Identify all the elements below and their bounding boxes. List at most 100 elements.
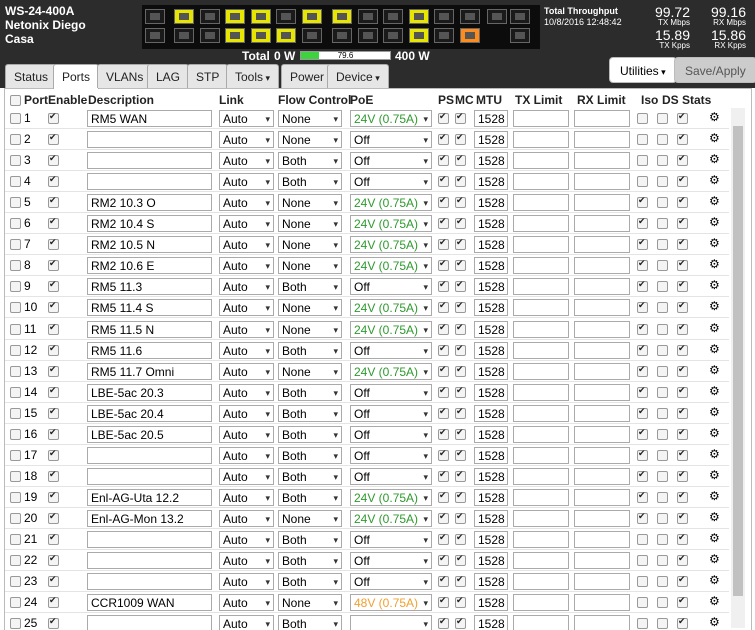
tx-limit-input[interactable] (513, 467, 569, 485)
ds-checkbox[interactable] (657, 555, 668, 567)
mc-checkbox[interactable] (455, 574, 466, 588)
description-input[interactable]: Enl-AG-Mon 13.2 (87, 509, 212, 527)
enable-checkbox[interactable] (48, 490, 59, 503)
ps-checkbox[interactable] (438, 237, 449, 251)
tab[interactable]: STP (187, 64, 229, 88)
stats-checkbox[interactable] (677, 132, 688, 146)
mc-checkbox[interactable] (455, 300, 466, 314)
flow-control-select[interactable]: Both (278, 278, 342, 296)
enable-checkbox[interactable] (48, 595, 59, 609)
tx-limit-input[interactable] (513, 615, 569, 630)
stats-checkbox[interactable] (677, 153, 688, 167)
description-input[interactable]: LBE-5ac 20.5 (87, 425, 212, 443)
iso-checkbox[interactable] (637, 576, 648, 588)
flow-control-select[interactable]: Both (278, 446, 342, 465)
enable-checkbox[interactable] (48, 343, 59, 356)
poe-select[interactable]: Off (350, 531, 432, 549)
ps-checkbox[interactable] (438, 469, 449, 482)
mtu-input[interactable]: 1528 (474, 467, 508, 485)
settings-gear[interactable] (709, 152, 720, 166)
flow-control-select[interactable]: None (278, 594, 342, 612)
mc-checkbox[interactable] (455, 427, 466, 440)
settings-gear[interactable] (709, 321, 720, 335)
stats-checkbox[interactable] (677, 406, 688, 419)
link-select[interactable]: Auto (219, 299, 274, 317)
flow-control-select[interactable]: Both (278, 552, 342, 570)
ds-checkbox[interactable] (657, 218, 668, 230)
iso-checkbox[interactable] (637, 195, 648, 209)
stats-checkbox[interactable] (677, 258, 688, 272)
rx-limit-input[interactable] (574, 404, 630, 422)
iso-checkbox[interactable] (637, 511, 648, 524)
ps-checkbox[interactable] (438, 279, 449, 293)
row-select-checkbox[interactable] (10, 470, 21, 482)
stats-checkbox[interactable] (677, 111, 688, 124)
row-select-checkbox[interactable] (10, 323, 21, 335)
save-apply-button[interactable]: Save/Apply (674, 57, 755, 83)
flow-control-select[interactable]: None (278, 110, 342, 128)
ds-checkbox[interactable] (657, 491, 668, 503)
link-select[interactable]: Auto (219, 110, 274, 128)
settings-gear[interactable] (709, 363, 720, 377)
ps-checkbox[interactable] (438, 406, 449, 419)
description-input[interactable]: RM2 10.4 S (87, 215, 212, 233)
enable-checkbox[interactable] (48, 469, 59, 482)
link-select[interactable]: Auto (219, 467, 274, 486)
mc-checkbox[interactable] (455, 553, 466, 567)
link-select[interactable]: Auto (219, 257, 274, 275)
row-select-checkbox[interactable] (10, 428, 21, 440)
settings-gear[interactable] (709, 489, 720, 503)
link-select[interactable]: Auto (219, 594, 274, 612)
description-input[interactable] (87, 152, 212, 170)
stats-checkbox[interactable] (677, 469, 688, 482)
enable-checkbox[interactable] (48, 406, 59, 419)
poe-select[interactable]: Off (350, 131, 432, 149)
description-input[interactable]: CCR1009 WAN (87, 594, 212, 612)
mc-checkbox[interactable] (455, 216, 466, 230)
row-select-checkbox[interactable] (10, 176, 21, 188)
poe-select[interactable]: 24V (0.75A) (350, 488, 432, 507)
enable-checkbox[interactable] (48, 258, 59, 272)
ds-checkbox[interactable] (657, 281, 668, 293)
ps-checkbox[interactable] (438, 364, 449, 377)
row-select-checkbox[interactable] (10, 491, 21, 503)
poe-select[interactable]: Off (350, 552, 432, 570)
settings-gear[interactable] (709, 110, 720, 124)
row-select-checkbox[interactable] (10, 344, 21, 356)
stats-checkbox[interactable] (677, 490, 688, 503)
tx-limit-input[interactable] (513, 446, 569, 464)
link-select[interactable]: Auto (219, 278, 274, 296)
iso-checkbox[interactable] (637, 618, 648, 630)
rx-limit-input[interactable] (574, 236, 630, 254)
rx-limit-input[interactable] (574, 467, 630, 485)
mc-checkbox[interactable] (455, 237, 466, 251)
stats-checkbox[interactable] (677, 279, 688, 293)
ds-checkbox[interactable] (657, 344, 668, 356)
stats-checkbox[interactable] (677, 616, 688, 630)
poe-select[interactable]: 24V (0.75A) (350, 362, 432, 381)
flow-control-select[interactable]: Both (278, 425, 342, 444)
flow-control-select[interactable]: Both (278, 152, 342, 170)
poe-select[interactable]: Off (350, 425, 432, 444)
tx-limit-input[interactable] (513, 173, 569, 191)
flow-control-select[interactable]: None (278, 131, 342, 149)
poe-select[interactable]: Off (350, 446, 432, 465)
poe-select[interactable]: Off (350, 404, 432, 423)
poe-select[interactable]: Off (350, 152, 432, 170)
ps-checkbox[interactable] (438, 490, 449, 503)
rx-limit-input[interactable] (574, 531, 630, 548)
ps-checkbox[interactable] (438, 216, 449, 230)
iso-checkbox[interactable] (637, 448, 648, 461)
ds-checkbox[interactable] (657, 407, 668, 419)
link-select[interactable]: Auto (219, 488, 274, 507)
rx-limit-input[interactable] (574, 362, 630, 380)
mtu-input[interactable]: 1528 (474, 278, 508, 296)
iso-checkbox[interactable] (637, 469, 648, 482)
rx-limit-input[interactable] (574, 299, 630, 317)
tx-limit-input[interactable] (513, 299, 569, 317)
rx-limit-input[interactable] (574, 509, 630, 527)
enable-checkbox[interactable] (48, 427, 59, 440)
iso-checkbox[interactable] (637, 406, 648, 419)
iso-checkbox[interactable] (637, 343, 648, 356)
link-select[interactable]: Auto (219, 531, 274, 549)
